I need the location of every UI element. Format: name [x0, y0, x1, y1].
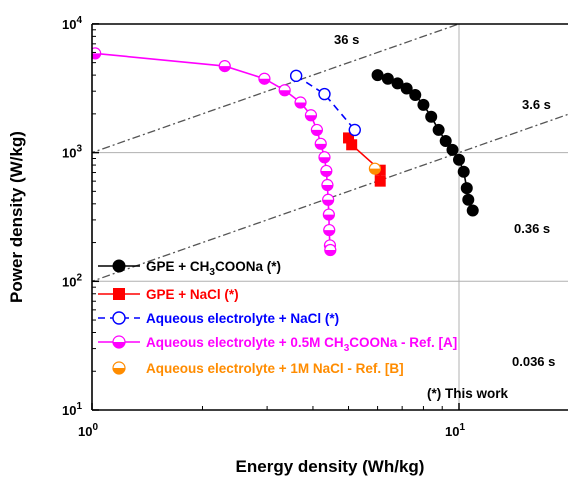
time-constant-line: [92, 24, 461, 154]
data-point-fill: [113, 342, 125, 348]
data-point-fill: [323, 214, 335, 221]
data-point-fill: [318, 157, 330, 163]
data-point: [322, 208, 335, 221]
data-point-fill: [322, 199, 334, 206]
y-tick-label: 103: [62, 144, 82, 161]
series-line: [295, 75, 356, 131]
data-point: [460, 182, 473, 195]
data-point: [374, 175, 386, 187]
data-point-fill: [295, 102, 307, 109]
data-point: [278, 84, 291, 97]
data-point: [400, 82, 413, 95]
data-point: [304, 109, 318, 122]
legend-entry: GPE + CH3COONa (*): [98, 259, 281, 278]
data-point: [381, 72, 394, 85]
legend-entry: Aqueous electrolyte + NaCl (*): [98, 311, 339, 326]
data-point: [457, 165, 470, 178]
time-constant-label: 3.6 s: [522, 97, 551, 112]
data-point: [318, 151, 331, 164]
legend-label: Aqueous electrolyte + NaCl (*): [146, 311, 339, 326]
data-point: [466, 204, 479, 217]
data-point: [425, 110, 438, 123]
y-tick-label: 101: [62, 401, 82, 418]
data-point-fill: [219, 66, 231, 72]
data-point-fill: [305, 115, 317, 121]
data-point: [417, 98, 430, 111]
data-point-fill: [320, 170, 332, 177]
data-point: [446, 143, 459, 156]
data-point: [324, 243, 337, 257]
legend-label: Aqueous electrolyte + 1M NaCl - Ref. [B]: [146, 361, 404, 376]
data-point: [112, 311, 126, 325]
legend-entry: Aqueous electrolyte + 1M NaCl - Ref. [B]: [112, 361, 404, 376]
data-point: [112, 335, 126, 349]
data-point: [112, 259, 126, 273]
data-point-fill: [92, 53, 101, 59]
data-point-fill: [311, 129, 323, 136]
data-point: [453, 153, 465, 166]
data-point: [112, 361, 126, 375]
x-axis-title: Energy density (Wh/kg): [236, 457, 425, 476]
data-point: [462, 193, 475, 206]
data-point: [294, 96, 307, 109]
data-point: [432, 123, 445, 136]
data-point-fill: [321, 185, 333, 191]
data-point-fill: [323, 230, 335, 236]
data-point: [318, 87, 331, 101]
data-point: [439, 135, 452, 148]
data-point: [289, 69, 303, 83]
data-point-fill: [258, 78, 270, 85]
data-point-fill: [369, 168, 381, 175]
data-point-fill: [324, 250, 336, 256]
y-axis-title: Power density (W/kg): [7, 131, 26, 303]
data-point-fill: [315, 143, 327, 150]
data-point: [218, 60, 231, 73]
annotation: (*) This work: [427, 386, 508, 401]
series: [371, 69, 479, 217]
data-point-fill: [279, 90, 291, 96]
series: [289, 69, 361, 137]
data-series: [92, 47, 479, 257]
data-point-fill: [113, 368, 125, 374]
time-constant-label: 0.36 s: [514, 221, 550, 236]
data-point: [368, 162, 382, 175]
x-tick-label: 101: [445, 422, 465, 439]
grid: [92, 24, 568, 410]
axis-ticks: [91, 23, 460, 411]
data-point: [348, 123, 361, 137]
data-point: [314, 137, 327, 150]
data-point: [391, 77, 404, 90]
time-constant-label: 0.036 s: [512, 354, 555, 369]
data-point: [113, 288, 125, 300]
data-point: [321, 178, 334, 192]
data-point: [258, 72, 271, 85]
series: [368, 162, 382, 175]
data-point: [323, 223, 336, 237]
legend: GPE + CH3COONa (*) GPE + NaCl (*) Aqueous …: [98, 259, 457, 376]
legend-label: GPE + CH3COONa (*): [146, 259, 281, 278]
data-point: [346, 139, 358, 151]
data-point: [310, 123, 323, 137]
time-constant-label: 36 s: [334, 32, 359, 47]
y-tick-label: 104: [62, 15, 82, 32]
data-point: [371, 69, 384, 82]
x-tick-label: 100: [78, 422, 98, 439]
legend-label: Aqueous electrolyte + 0.5M CH3COONa - Re…: [146, 335, 457, 354]
data-point: [320, 164, 333, 178]
y-tick-label: 102: [62, 272, 82, 289]
data-point: [409, 89, 422, 102]
legend-label: GPE + NaCl (*): [146, 287, 239, 302]
data-point: [322, 193, 335, 206]
data-point: [92, 47, 102, 60]
legend-entry: GPE + NaCl (*): [98, 287, 239, 302]
series: [92, 47, 337, 257]
series-line: [95, 52, 332, 251]
legend-entry: Aqueous electrolyte + 0.5M CH3COONa - Re…: [98, 335, 457, 354]
